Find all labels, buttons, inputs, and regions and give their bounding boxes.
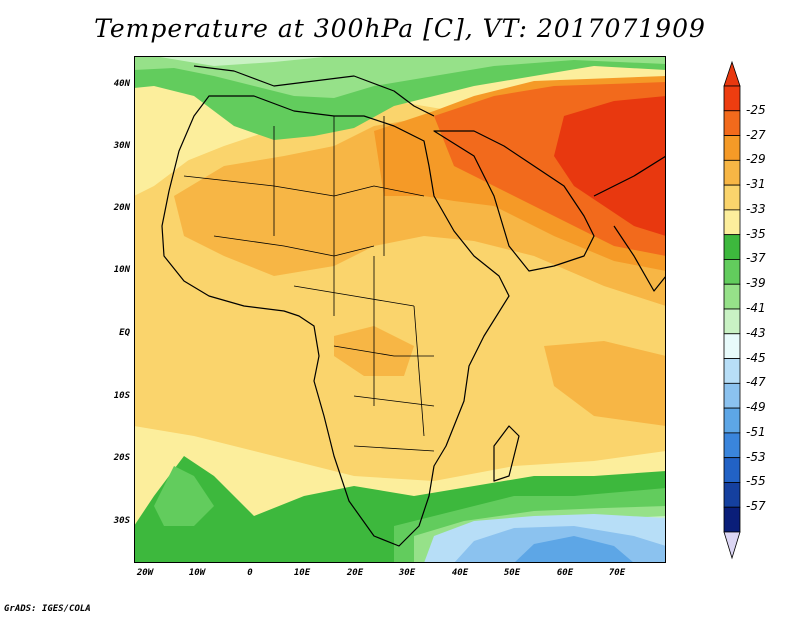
- lon-label-10e: 10E: [293, 568, 311, 578]
- india-outline: [593, 155, 666, 292]
- lat-label-20n: 20N: [113, 203, 130, 213]
- coastlines: [161, 65, 666, 547]
- chart-title: Temperature at 300hPa [C], VT: 201707190…: [94, 14, 706, 43]
- madagascar: [493, 425, 520, 482]
- colorbar-swatch: [723, 85, 741, 112]
- colorbar-swatch: [723, 457, 741, 483]
- lon-label-20e: 20E: [346, 568, 364, 578]
- field-band-hot-core: [554, 96, 666, 236]
- lat-label-40n: 40N: [113, 79, 130, 89]
- field-band-palegreen-north: [154, 56, 334, 66]
- colorbar-swatch: [723, 234, 741, 260]
- colorbar-label: -37: [746, 251, 766, 266]
- lat-label-eq: EQ: [119, 328, 130, 338]
- lon-label-20w: 20W: [136, 568, 154, 578]
- africa-coastline: [161, 95, 510, 547]
- temperature-map: [134, 56, 666, 563]
- colorbar-top-arrow: [723, 60, 741, 87]
- lat-label-30s: 30S: [113, 516, 130, 526]
- colorbar-label: -43: [746, 325, 766, 340]
- lon-label-0: 0: [247, 568, 253, 578]
- field-band-cream-west: [134, 96, 234, 196]
- lat-label-10s: 10S: [113, 391, 130, 401]
- colorbar-swatch: [723, 506, 741, 533]
- colorbar-swatch: [723, 135, 741, 161]
- colorbar-label: -27: [746, 127, 766, 142]
- colorbar-label: -41: [746, 301, 766, 315]
- grads-credit: GrADS: IGES/COLA: [4, 604, 91, 614]
- colorbar-swatch: [723, 283, 741, 310]
- colorbar-label: -57: [746, 499, 766, 514]
- colorbar-label: -35: [746, 226, 766, 241]
- colorbar-swatch: [723, 482, 741, 508]
- lat-label-30n: 30N: [113, 141, 130, 151]
- colorbar-swatch: [723, 382, 741, 409]
- colorbar-label: -55: [746, 474, 766, 489]
- colorbar-swatch: [723, 110, 741, 136]
- mediterranean-north: [193, 65, 435, 117]
- lat-label-10n: 10N: [113, 265, 130, 275]
- colorbar-swatch: [723, 184, 741, 211]
- colorbar-swatch: [723, 333, 741, 359]
- colorbar-swatch: [723, 432, 741, 459]
- colorbar-label: -33: [746, 201, 766, 216]
- colorbar-label: -39: [746, 276, 766, 291]
- map-border: [134, 56, 666, 563]
- arabia-coastline: [433, 130, 595, 272]
- interior-borders-2: [273, 116, 425, 437]
- lon-label-10w: 10W: [188, 568, 206, 578]
- colorbar-swatch: [723, 209, 741, 236]
- lon-label-50e: 50E: [503, 568, 521, 578]
- lon-label-30e: 30E: [398, 568, 416, 578]
- colorbar-label: -53: [746, 449, 766, 464]
- colorbar-swatch: [723, 159, 741, 186]
- lat-label-20s: 20S: [113, 453, 130, 463]
- colorbar-label: -49: [746, 400, 766, 415]
- colorbar-label: -25: [746, 102, 766, 117]
- colorbar-label: -29: [746, 152, 766, 167]
- colorbar-label: -51: [746, 424, 766, 439]
- colorbar-swatch: [723, 358, 741, 384]
- colorbar-swatch: [723, 308, 741, 335]
- field-band-lightgreen-north: [134, 56, 666, 98]
- lon-label-40e: 40E: [451, 568, 469, 578]
- colorbar-label: -45: [746, 350, 766, 365]
- lon-label-70e: 70E: [608, 568, 626, 578]
- colorbar-bottom-arrow: [723, 531, 741, 560]
- colorbar-label: -31: [746, 177, 766, 192]
- lon-label-60e: 60E: [556, 568, 574, 578]
- colorbar: [723, 60, 741, 560]
- colorbar-swatch: [723, 407, 741, 434]
- field-band-deepblue-south: [514, 536, 634, 563]
- field-band-indian-ocean: [544, 341, 666, 426]
- colorbar-label: -47: [746, 375, 766, 390]
- colorbar-swatch: [723, 259, 741, 285]
